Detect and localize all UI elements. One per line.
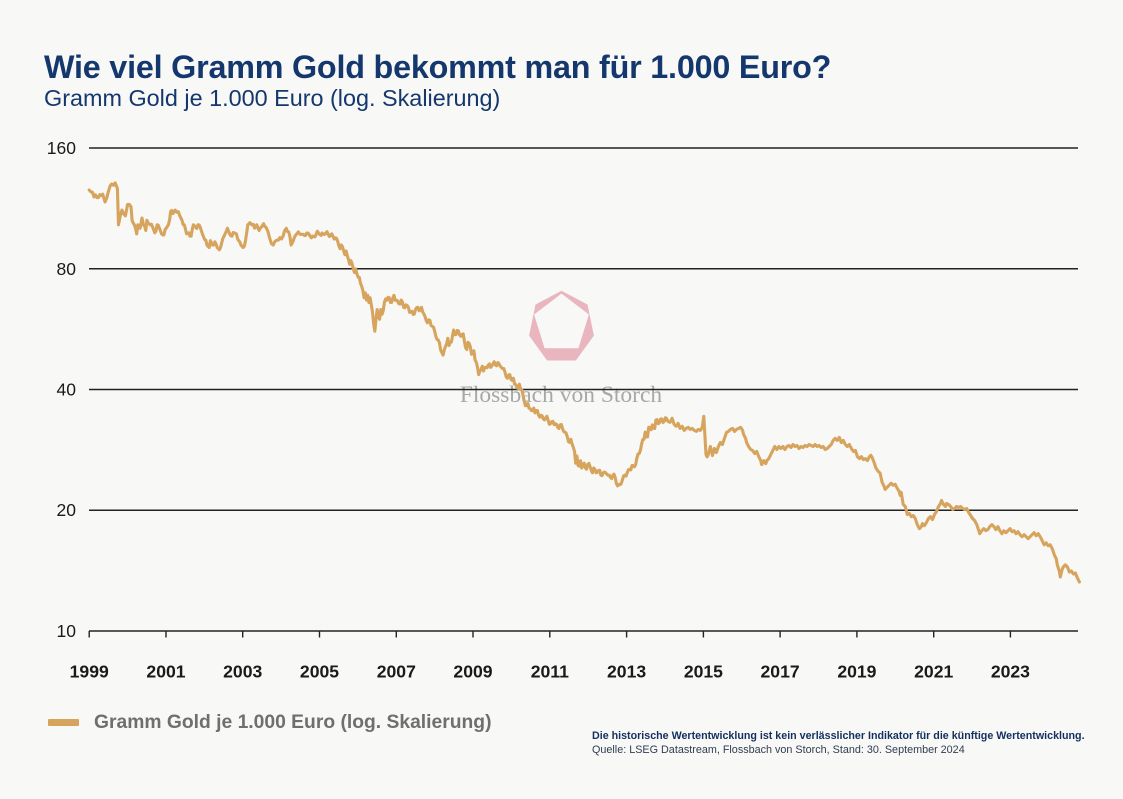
svg-text:20: 20 xyxy=(57,500,77,520)
svg-text:2017: 2017 xyxy=(761,661,800,681)
svg-text:Flossbach von Storch: Flossbach von Storch xyxy=(460,382,663,408)
svg-text:160: 160 xyxy=(47,138,76,158)
svg-text:2011: 2011 xyxy=(531,661,569,681)
svg-text:2021: 2021 xyxy=(914,661,953,681)
svg-text:2009: 2009 xyxy=(453,661,492,681)
svg-text:2003: 2003 xyxy=(223,661,262,681)
svg-text:80: 80 xyxy=(57,259,77,279)
svg-text:2019: 2019 xyxy=(837,661,876,681)
svg-text:10: 10 xyxy=(57,621,77,641)
svg-text:1999: 1999 xyxy=(70,661,109,681)
svg-text:40: 40 xyxy=(57,380,77,400)
svg-text:2023: 2023 xyxy=(991,661,1030,681)
svg-text:2007: 2007 xyxy=(377,661,416,681)
svg-text:2005: 2005 xyxy=(300,661,339,681)
svg-text:2015: 2015 xyxy=(684,661,723,681)
svg-text:2001: 2001 xyxy=(146,661,185,681)
svg-text:2013: 2013 xyxy=(607,661,646,681)
